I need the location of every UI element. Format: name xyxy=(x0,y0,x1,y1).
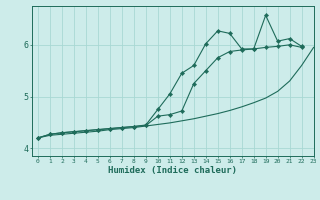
X-axis label: Humidex (Indice chaleur): Humidex (Indice chaleur) xyxy=(108,166,237,175)
